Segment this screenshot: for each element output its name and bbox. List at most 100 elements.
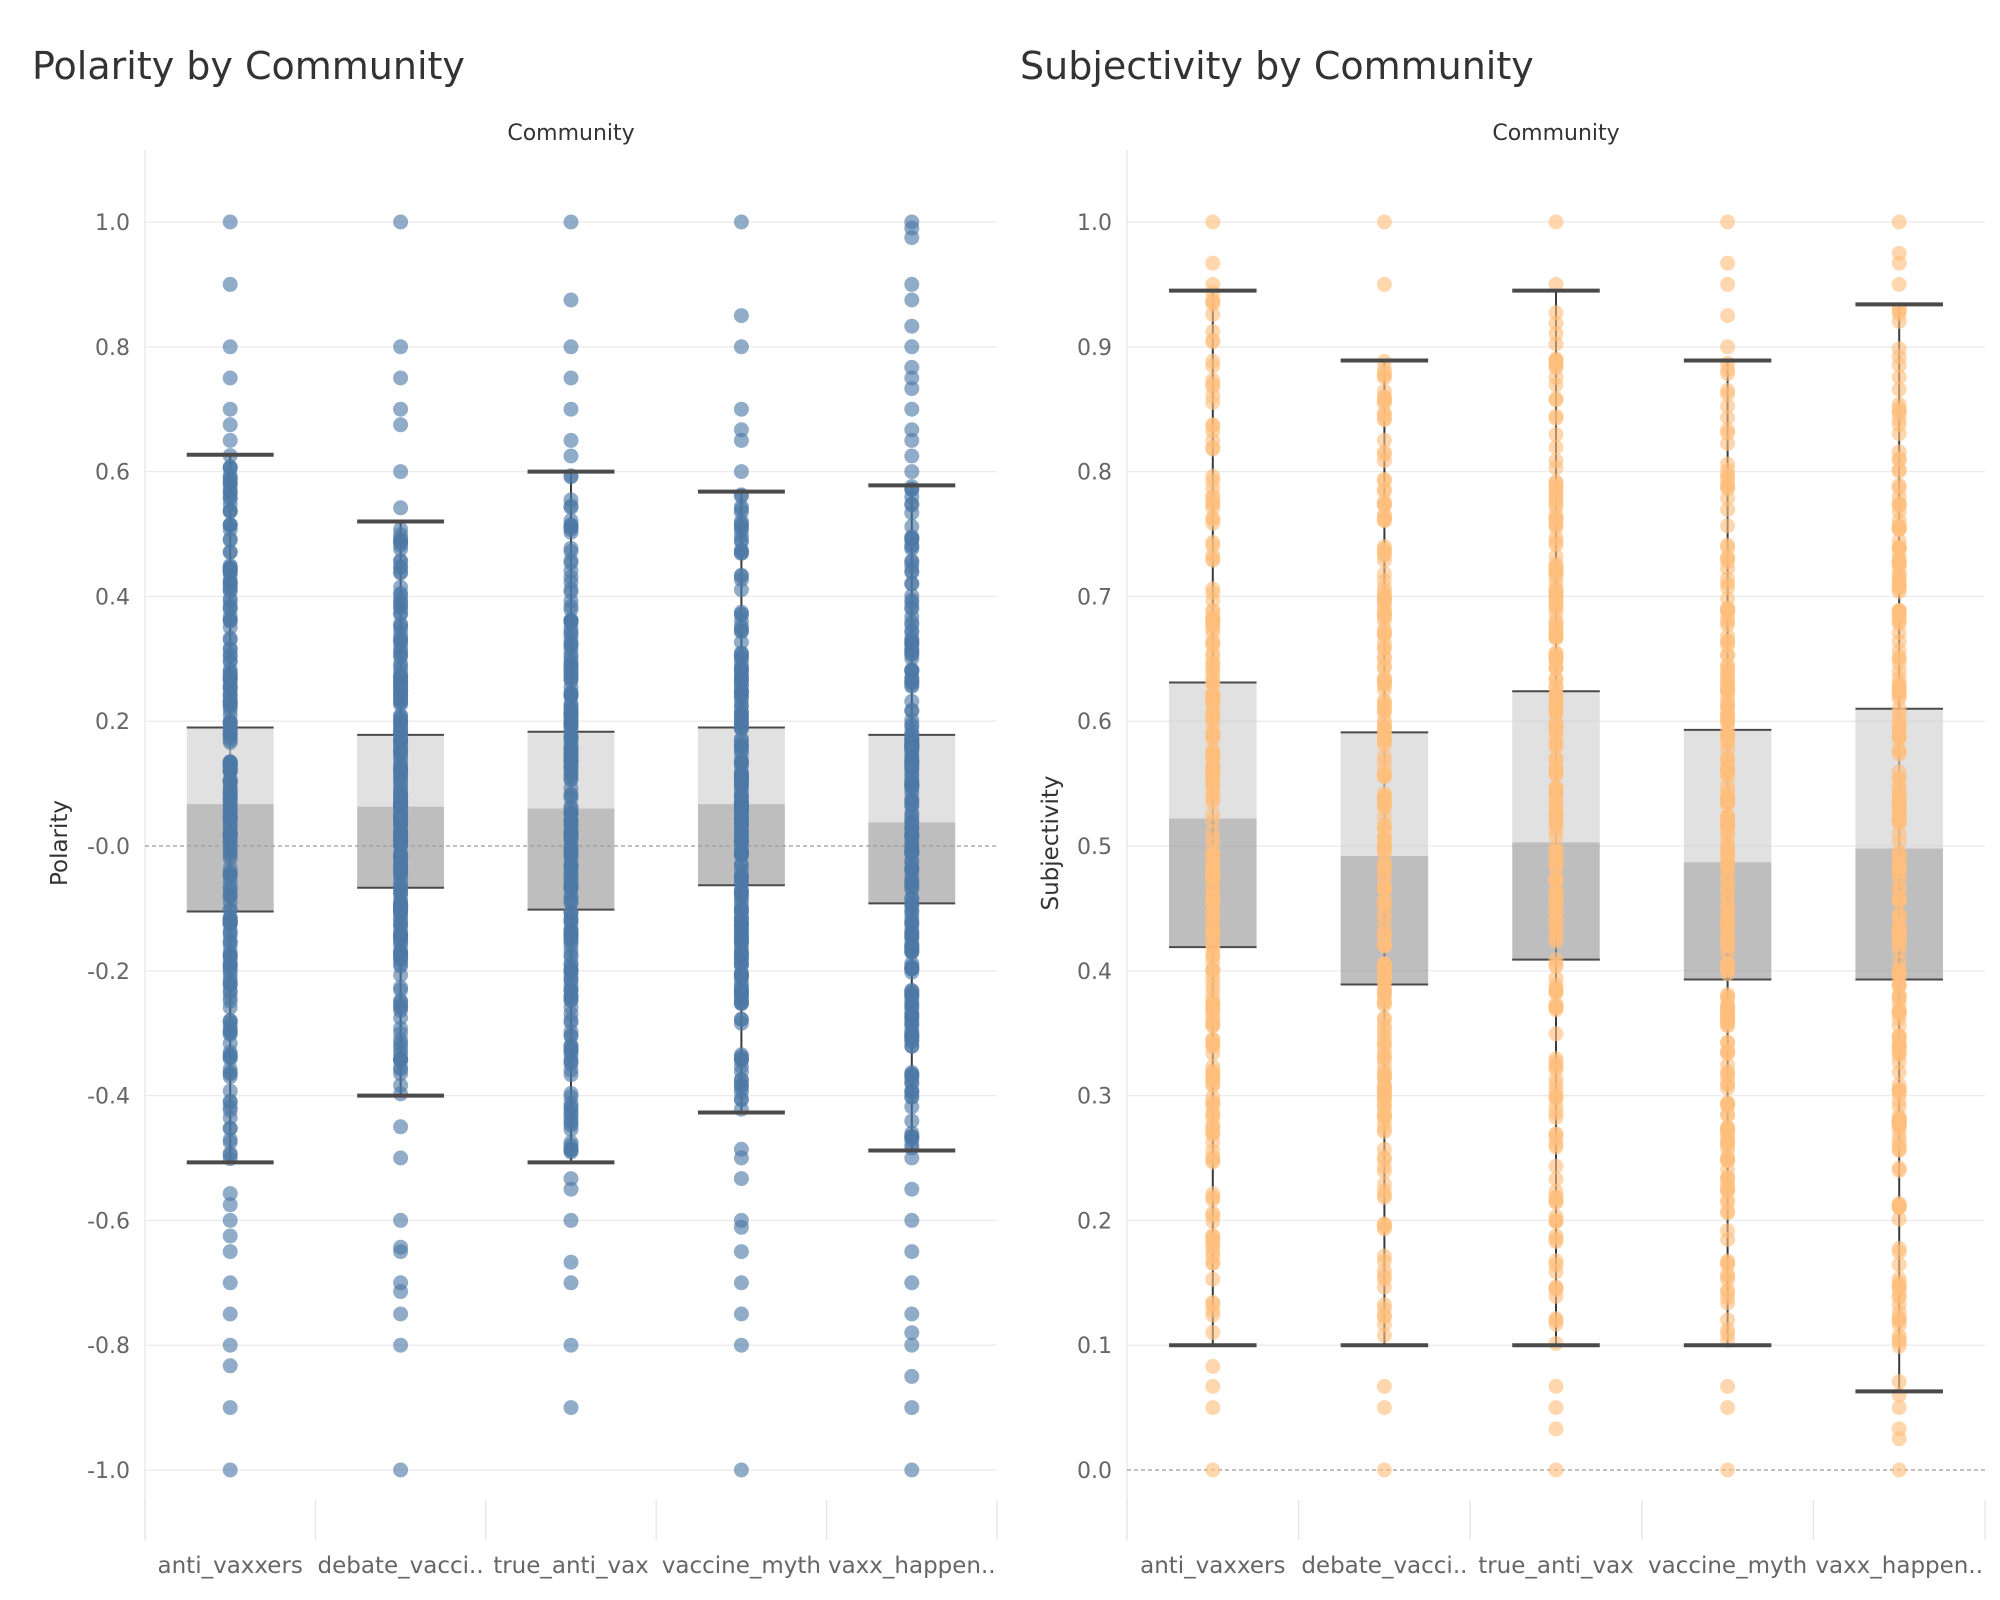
data-point <box>1720 633 1736 649</box>
data-point <box>1720 684 1736 700</box>
data-point <box>733 898 749 914</box>
data-point <box>733 662 749 678</box>
data-point <box>563 800 579 816</box>
data-point <box>1548 377 1564 393</box>
outlier-point <box>904 1306 920 1322</box>
data-point <box>904 1067 920 1083</box>
data-point <box>1376 1248 1392 1264</box>
data-point <box>1720 794 1736 810</box>
data-point <box>1548 970 1564 986</box>
data-point <box>1548 922 1564 938</box>
outlier-point <box>1891 1462 1907 1478</box>
data-point <box>1376 513 1392 529</box>
outlier-point <box>1891 1431 1907 1447</box>
data-point <box>393 997 409 1013</box>
data-point <box>563 893 579 909</box>
outlier-point <box>733 1171 749 1187</box>
data-points <box>1205 214 1907 1478</box>
data-point <box>1720 879 1736 895</box>
data-point <box>1548 1171 1564 1187</box>
data-point <box>904 727 920 743</box>
data-point <box>1205 500 1221 516</box>
data-point <box>1720 575 1736 591</box>
data-point <box>733 967 749 983</box>
data-point <box>904 1032 920 1048</box>
y-tick-label: -0.4 <box>87 1085 130 1110</box>
data-point <box>1720 1097 1736 1113</box>
data-point <box>1376 494 1392 510</box>
data-point <box>1720 1034 1736 1050</box>
outlier-point <box>904 1337 920 1353</box>
data-point <box>222 977 238 993</box>
data-point <box>563 574 579 590</box>
data-point <box>1205 306 1221 322</box>
outlier-point <box>1548 1400 1564 1416</box>
outlier-point <box>222 1212 238 1228</box>
data-point <box>1205 1192 1221 1208</box>
data-point <box>1720 1231 1736 1247</box>
data-point <box>1205 417 1221 433</box>
outlier-point <box>563 370 579 386</box>
data-point <box>1548 1213 1564 1229</box>
data-point <box>563 830 579 846</box>
data-point <box>1720 366 1736 382</box>
data-point <box>1376 547 1392 563</box>
data-point <box>1891 700 1907 716</box>
data-point <box>1548 933 1564 949</box>
data-point <box>1548 439 1564 455</box>
data-point <box>1205 488 1221 504</box>
data-point <box>733 652 749 668</box>
data-point <box>222 1049 238 1065</box>
data-point <box>1548 529 1564 545</box>
data-point <box>733 910 749 926</box>
data-point <box>1376 1189 1392 1205</box>
data-point <box>1205 866 1221 882</box>
outlier-point <box>733 422 749 438</box>
outlier-point <box>1720 1462 1736 1478</box>
data-point <box>733 787 749 803</box>
outlier-point <box>904 359 920 375</box>
data-point <box>1205 703 1221 719</box>
data-point <box>1891 581 1907 597</box>
data-point <box>904 576 920 592</box>
data-point <box>222 632 238 648</box>
data-point <box>1205 1233 1221 1249</box>
data-point <box>222 609 238 625</box>
outlier-point <box>393 1337 409 1353</box>
data-point <box>1548 326 1564 342</box>
data-point <box>393 763 409 779</box>
data-point <box>1720 946 1736 962</box>
data-point <box>222 888 238 904</box>
data-point <box>733 1011 749 1027</box>
data-point <box>733 606 749 622</box>
data-point <box>222 702 238 718</box>
data-point <box>1720 478 1736 494</box>
data-point <box>1205 1059 1221 1075</box>
data-point <box>1891 1064 1907 1080</box>
outlier-point <box>393 1212 409 1228</box>
data-point <box>1720 837 1736 853</box>
data-point <box>563 621 579 637</box>
data-point <box>1548 780 1564 796</box>
data-point <box>904 538 920 554</box>
data-point <box>1548 998 1564 1014</box>
data-point <box>393 666 409 682</box>
data-point <box>1548 336 1564 352</box>
data-point <box>1720 857 1736 873</box>
y-tick-label: -0.8 <box>87 1334 130 1359</box>
y-tick-label: -0.0 <box>87 835 130 860</box>
outlier-point <box>1891 214 1907 230</box>
outlier-point <box>1720 308 1736 324</box>
data-point <box>1720 1066 1736 1082</box>
outlier-point <box>904 230 920 246</box>
data-point <box>1548 803 1564 819</box>
data-point <box>1205 726 1221 742</box>
y-tick-label: 0.5 <box>1077 835 1112 860</box>
outlier-point <box>904 292 920 308</box>
outlier-point <box>1720 339 1736 355</box>
data-point <box>1376 1036 1392 1052</box>
outlier-point <box>1205 1358 1221 1374</box>
outlier-point <box>563 1254 579 1270</box>
data-point <box>1205 1017 1221 1033</box>
data-point <box>733 1091 749 1107</box>
